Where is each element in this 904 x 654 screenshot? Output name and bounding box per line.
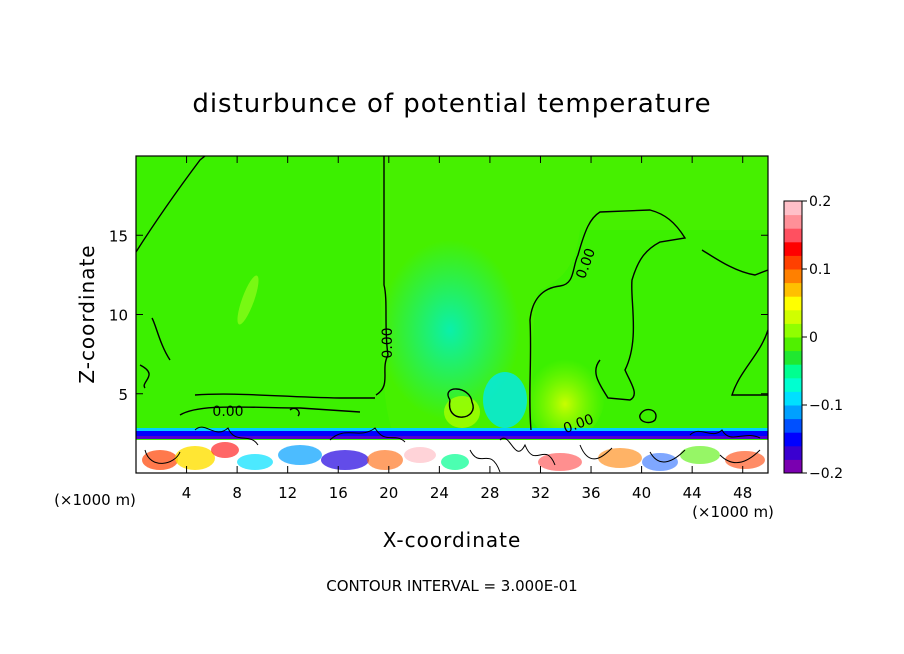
field-cool-core: [483, 372, 527, 428]
x-axis-label: X-coordinate: [383, 528, 522, 552]
x-tick-label: 4: [182, 484, 192, 502]
x-tick-label: 32: [531, 484, 550, 502]
colorbar-swatch: [784, 269, 802, 284]
x-tick-label: 8: [232, 484, 242, 502]
field-cool-plume: [380, 240, 520, 420]
contour-right: [701, 249, 768, 396]
colorbar-tick-label: 0: [809, 330, 818, 346]
contour-left-low: [139, 317, 375, 416]
boundary-layer-patches: [142, 442, 765, 471]
colorbar-swatch: [784, 309, 802, 324]
y-tick-label: 15: [109, 227, 128, 245]
colorbar-swatch: [784, 201, 802, 216]
colorbar-swatch: [784, 391, 802, 406]
colorbar-swatch: [784, 214, 802, 229]
colorbar-swatch: [784, 405, 802, 420]
contour-left-zero: [375, 156, 389, 396]
colorbar-swatch: [784, 296, 802, 311]
x-tick-label: 44: [683, 484, 702, 502]
colorbar-swatch: [784, 445, 802, 460]
field-faint-streak: [237, 275, 259, 325]
colorbar-tick-label: −0.2: [809, 466, 843, 482]
colorbar-swatch: [784, 241, 802, 256]
x-axis: 4 8 12 16 20 24 28 32 36 40 44 48: [182, 156, 752, 502]
colorbar-swatch: [784, 282, 802, 297]
contour-upper-left: [136, 156, 206, 253]
colorbar-swatch: [784, 337, 802, 352]
colorbar-swatch: [784, 377, 802, 392]
contour-low-small: [289, 407, 657, 424]
x-tick-label: 40: [632, 484, 651, 502]
colorbar-swatch: [784, 255, 802, 270]
x-unit-label: (×1000 m): [692, 503, 774, 521]
x-tick-label: 28: [480, 484, 499, 502]
contour-label: 0.00: [212, 404, 243, 420]
colorbar-swatch: [784, 418, 802, 433]
colorbar-swatch: [784, 459, 802, 474]
contour-mid-blob: [447, 388, 474, 418]
colorbar-tick-label: −0.1: [809, 398, 843, 414]
contour-label: 0.00: [380, 327, 396, 358]
colorbar-swatch: [784, 350, 802, 365]
colorbar: 0.2 0.1 0 −0.1 −0.2: [783, 194, 843, 482]
field-warm-plume: [525, 350, 605, 440]
y-tick-label: 5: [118, 386, 128, 404]
colorbar-swatch: [784, 364, 802, 379]
colorbar-swatch: [784, 323, 802, 338]
x-tick-label: 12: [278, 484, 297, 502]
y-unit-label: (×1000 m): [54, 491, 136, 509]
x-tick-label: 36: [581, 484, 600, 502]
y-axis-label: Z-coordinate: [75, 244, 99, 383]
inversion-blue-band: [136, 430, 768, 436]
colorbar-swatch: [784, 228, 802, 243]
colorbar-swatch: [784, 432, 802, 447]
inversion-purple-band: [136, 436, 768, 439]
colorbar-tick-label: 0.1: [809, 262, 831, 278]
inversion-cyan-band: [136, 428, 768, 431]
x-tick-label: 16: [329, 484, 348, 502]
y-tick-label: 10: [109, 307, 128, 325]
contour-warm-plume: [529, 209, 687, 431]
x-tick-label: 24: [430, 484, 449, 502]
contour-boundary-clutter: [144, 426, 761, 473]
x-tick-label: 48: [733, 484, 752, 502]
colorbar-tick-label: 0.2: [809, 194, 831, 210]
chart-title: disturbunce of potential temperature: [192, 89, 711, 119]
y-axis: 5 10 15: [109, 227, 768, 404]
x-tick-label: 20: [379, 484, 398, 502]
plot-area: 0.00 0.00 0.00 0.00: [136, 156, 768, 473]
contour-lines: [136, 156, 768, 473]
field-warm-patch: [444, 396, 480, 428]
contour-interval-text: CONTOUR INTERVAL = 3.000E-01: [326, 577, 577, 595]
